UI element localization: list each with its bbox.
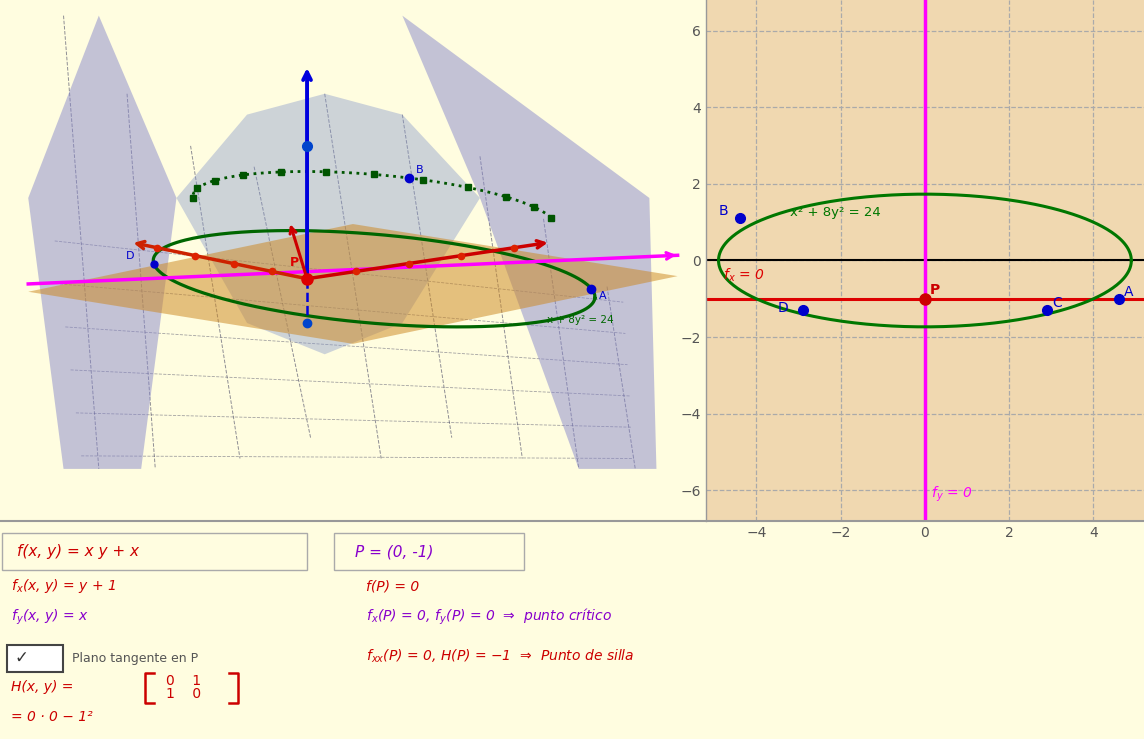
Text: Plano tangente en P: Plano tangente en P — [72, 652, 198, 665]
Polygon shape — [176, 94, 480, 354]
Text: P: P — [289, 256, 299, 269]
Text: 1    0: 1 0 — [166, 687, 201, 701]
Text: f$_y$(x, y) = x: f$_y$(x, y) = x — [11, 607, 89, 627]
Text: ✓: ✓ — [15, 650, 29, 667]
Polygon shape — [29, 224, 677, 344]
Text: H(x, y) =: H(x, y) = — [11, 680, 78, 694]
FancyBboxPatch shape — [2, 534, 307, 570]
FancyBboxPatch shape — [7, 645, 63, 672]
Text: A: A — [1123, 285, 1134, 299]
Polygon shape — [403, 16, 657, 469]
Text: B: B — [718, 204, 728, 218]
Text: P = (0, -1): P = (0, -1) — [355, 544, 434, 559]
Text: D: D — [778, 302, 788, 316]
Text: f$_{xx}$(P) = 0, H(P) = −1  ⇒  Punto de silla: f$_{xx}$(P) = 0, H(P) = −1 ⇒ Punto de si… — [366, 647, 635, 665]
Text: f$_x$ = 0: f$_x$ = 0 — [723, 267, 764, 284]
Text: A: A — [598, 291, 606, 302]
Polygon shape — [29, 16, 176, 469]
Text: x² + 8y² = 24: x² + 8y² = 24 — [791, 206, 881, 219]
Text: f(x, y) = x y + x: f(x, y) = x y + x — [17, 544, 140, 559]
Text: P: P — [930, 283, 940, 297]
Text: f$_x$(P) = 0, f$_y$(P) = 0  ⇒  punto crítico: f$_x$(P) = 0, f$_y$(P) = 0 ⇒ punto críti… — [366, 607, 612, 627]
Text: = 0 · 0 − 1²: = 0 · 0 − 1² — [11, 710, 93, 724]
Text: f$_y$ = 0: f$_y$ = 0 — [931, 485, 974, 505]
Text: x + 8y² = 24: x + 8y² = 24 — [547, 315, 613, 325]
FancyBboxPatch shape — [334, 534, 524, 570]
Text: f$_x$(x, y) = y + 1: f$_x$(x, y) = y + 1 — [11, 577, 117, 596]
Text: C: C — [1052, 296, 1062, 310]
Text: 0    1: 0 1 — [166, 674, 201, 688]
Text: D: D — [126, 251, 134, 261]
Text: f(P) = 0: f(P) = 0 — [366, 579, 420, 593]
Text: B: B — [416, 165, 423, 175]
